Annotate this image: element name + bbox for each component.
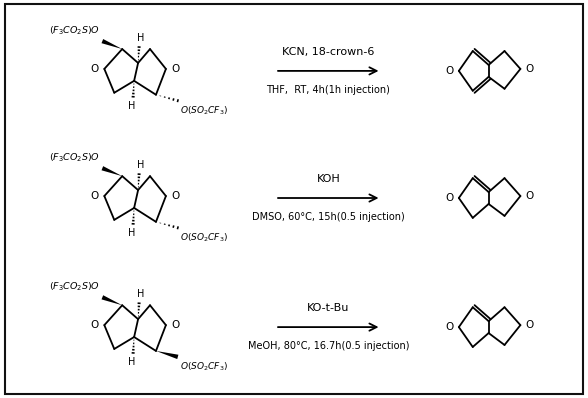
Text: O: O	[172, 191, 180, 201]
Text: $(F_3CO_2S)O$: $(F_3CO_2S)O$	[49, 25, 101, 37]
Text: KCN, 18-crown-6: KCN, 18-crown-6	[282, 47, 375, 57]
Text: THF,  RT, 4h(1h injection): THF, RT, 4h(1h injection)	[266, 85, 390, 95]
Text: KO-t-Bu: KO-t-Bu	[307, 303, 349, 313]
Text: $O(SO_2CF_3)$: $O(SO_2CF_3)$	[180, 105, 228, 117]
Text: H: H	[138, 160, 145, 170]
Polygon shape	[102, 39, 122, 49]
Text: O: O	[172, 64, 180, 74]
Polygon shape	[156, 351, 178, 359]
Text: O: O	[172, 320, 180, 330]
Text: H: H	[138, 289, 145, 299]
Text: O: O	[90, 320, 98, 330]
Text: $(F_3CO_2S)O$: $(F_3CO_2S)O$	[49, 152, 101, 164]
Text: O: O	[90, 64, 98, 74]
Text: $O(SO_2CF_3)$: $O(SO_2CF_3)$	[180, 361, 228, 373]
Text: O: O	[446, 322, 454, 332]
Text: O: O	[525, 191, 534, 201]
Text: O: O	[446, 66, 454, 76]
Text: H: H	[128, 357, 136, 367]
Polygon shape	[102, 166, 122, 176]
Polygon shape	[102, 295, 122, 305]
Text: O: O	[446, 193, 454, 203]
Text: MeOH, 80°C, 16.7h(0.5 injection): MeOH, 80°C, 16.7h(0.5 injection)	[248, 341, 409, 351]
Text: $(F_3CO_2S)O$: $(F_3CO_2S)O$	[49, 281, 101, 293]
Text: O: O	[90, 191, 98, 201]
Text: H: H	[138, 33, 145, 43]
Text: O: O	[525, 64, 534, 74]
Text: $O(SO_2CF_3)$: $O(SO_2CF_3)$	[180, 232, 228, 244]
Text: KOH: KOH	[316, 174, 340, 184]
Text: DMSO, 60°C, 15h(0.5 injection): DMSO, 60°C, 15h(0.5 injection)	[252, 212, 405, 222]
Text: H: H	[128, 228, 136, 238]
Text: H: H	[128, 101, 136, 111]
Text: O: O	[525, 320, 534, 330]
